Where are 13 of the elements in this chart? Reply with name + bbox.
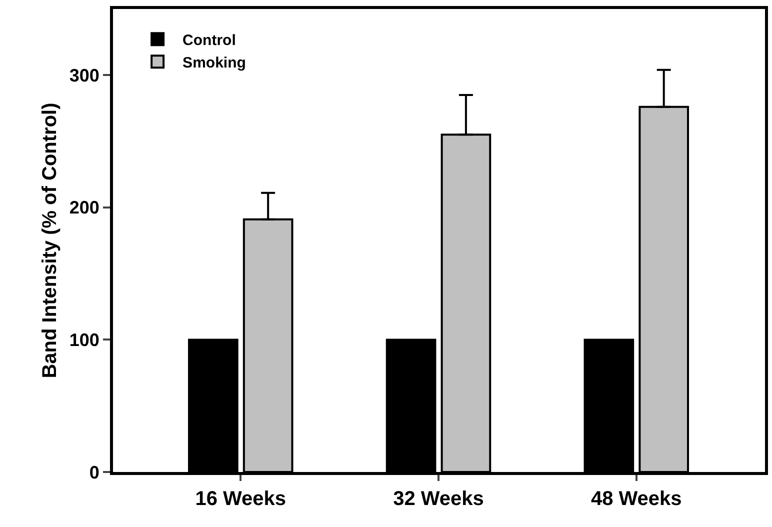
y-tick-label: 300 [69, 65, 100, 86]
bar [584, 338, 634, 472]
bar [386, 338, 436, 472]
legend-label: Control [182, 32, 236, 49]
y-axis-title: Band Intensity (% of Control) [38, 102, 61, 378]
x-tick-label: 16 Weeks [195, 488, 286, 510]
y-tick-label: 200 [69, 198, 100, 218]
y-tick-label: 100 [69, 330, 100, 350]
legend-label: Smoking [182, 54, 246, 72]
x-tick-label: 32 Weeks [393, 488, 484, 510]
x-tick-label: 48 Weeks [590, 488, 682, 510]
bar [188, 338, 238, 472]
y-tick-label: 0 [89, 462, 100, 482]
